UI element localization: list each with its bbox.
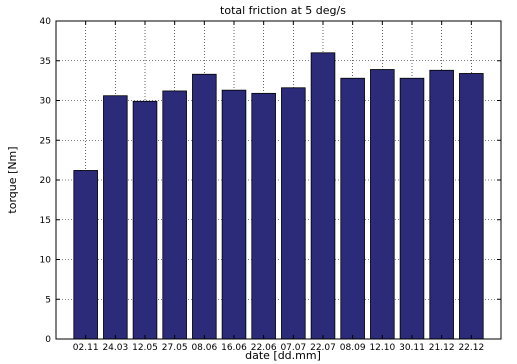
bar-16.06 [221,89,247,340]
y-tick-label: 30 [40,97,52,107]
y-tick-label: 20 [40,176,52,186]
x-tick-label: 16.06 [221,343,247,353]
x-tick-label: 02.11 [73,343,99,353]
x-tick-label: 08.09 [340,343,366,353]
x-tick-label: 08.06 [191,343,217,353]
bar-12.10 [370,69,395,340]
y-axis-ticks: 0 5 10 15 20 25 30 35 40 [40,17,501,345]
y-axis-label: torque [Nm] [6,146,19,213]
x-axis-label: date [dd.mm] [245,349,321,362]
x-tick-label: 22.06 [251,343,277,353]
x-tick-label: 30.11 [399,343,425,353]
x-tick-label: 12.05 [132,343,158,353]
bar-27.05 [162,90,187,340]
y-tick-label: 5 [45,295,51,305]
bar-08.09 [340,77,365,340]
y-tick-label: 35 [40,57,51,67]
bar-08.06 [192,73,217,340]
y-tick-label: 10 [40,256,52,266]
x-tick-label: 24.03 [102,343,128,353]
x-tick-label: 07.07 [280,343,306,353]
x-tick-label: 22.12 [458,343,484,353]
y-tick-label: 15 [40,216,51,226]
bar-22.12 [459,73,484,340]
y-tick-label: 40 [40,17,52,27]
bar-12.05 [132,100,158,340]
bar-30.11 [399,77,425,340]
x-tick-label: 22.07 [310,343,336,353]
bar-21.12 [429,69,454,340]
x-axis-ticks: 02.11 24.03 12.05 27.05 08.06 16.06 22.06 07.07… [73,21,484,353]
bar-02.11 [73,170,98,340]
bar-22.07 [310,52,336,340]
y-tick-label: 25 [40,136,51,146]
chart-title: total friction at 5 deg/s [220,4,346,17]
x-tick-label: 27.05 [162,343,188,353]
bar-22.06 [251,92,276,340]
bars [73,52,484,340]
bar-24.03 [103,95,128,340]
x-tick-label: 21.12 [429,343,455,353]
y-tick-label: 0 [45,335,51,345]
bar-07.07 [281,87,306,340]
x-tick-label: 12.10 [369,343,395,353]
